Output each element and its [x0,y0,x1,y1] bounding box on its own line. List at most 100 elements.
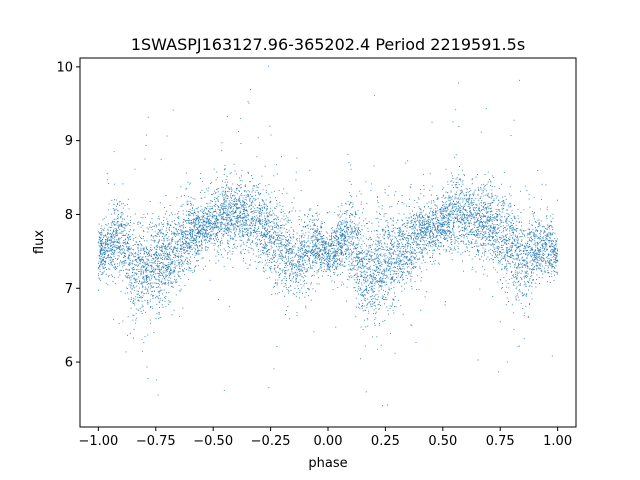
data-point [281,255,283,257]
data-point [479,223,481,225]
data-point [168,256,170,258]
data-point [205,236,207,237]
data-point [160,159,162,161]
data-point [335,231,337,233]
data-point [311,249,313,251]
data-point [515,236,517,238]
data-point [439,242,441,244]
data-point [537,249,539,251]
data-point [378,245,380,246]
data-point [189,232,191,234]
data-point [236,221,238,222]
data-point [503,235,505,237]
data-point [530,231,532,233]
data-point [204,224,206,226]
data-point [486,212,487,214]
data-point [501,247,503,249]
data-point [390,268,392,270]
data-point [383,281,384,283]
data-point [98,267,99,269]
data-point [116,224,118,226]
data-point [257,210,259,212]
data-point [419,230,421,232]
data-point [381,243,383,245]
data-point [243,217,245,218]
data-point [531,250,533,252]
data-point [222,219,224,221]
data-point [139,274,141,276]
data-point [435,227,437,229]
data-point [437,247,439,249]
data-point [440,232,441,234]
data-point [318,251,320,253]
data-point [488,231,490,233]
data-point [412,267,414,269]
data-point [379,323,380,325]
data-point [544,243,546,245]
data-point [469,226,470,228]
data-point [489,197,491,199]
data-point [511,226,513,228]
data-point [388,260,390,262]
data-point [387,294,389,296]
data-point [359,261,361,263]
data-point [267,222,269,224]
data-point [143,262,145,264]
data-point [367,275,369,277]
data-point [164,270,166,272]
data-point [256,207,258,209]
data-point [141,306,143,308]
data-point [162,262,164,264]
data-point [380,241,381,243]
data-point [128,233,129,235]
data-point [121,231,123,233]
data-point [136,254,138,256]
data-point [392,280,394,282]
data-point [103,257,105,259]
data-point [130,252,132,254]
data-point [232,251,234,253]
data-point [172,286,174,288]
data-point [315,247,317,249]
data-point [227,228,229,230]
data-point [205,265,206,267]
data-point [481,244,482,246]
data-point [155,278,157,280]
data-point [301,230,303,232]
data-point [273,368,275,370]
data-point [363,266,365,267]
data-point [427,227,429,228]
data-point [375,317,377,319]
data-point [229,214,231,216]
data-point [349,276,350,278]
data-point [152,295,154,297]
data-point [158,301,160,303]
data-point [159,274,161,276]
data-point [394,306,395,308]
data-point [176,224,178,226]
data-point [355,214,357,216]
data-point [102,245,103,247]
data-point [210,230,212,232]
data-point [361,276,363,278]
data-point [307,252,309,254]
data-point [316,262,318,264]
data-point [119,251,121,253]
data-point [104,254,106,255]
data-point [335,255,337,257]
data-point [188,239,190,240]
data-point [102,243,104,245]
data-point [543,230,545,232]
data-point [216,234,218,236]
data-point [448,195,450,197]
data-point [102,249,103,251]
data-point [285,256,287,258]
data-point [307,288,309,290]
data-point [361,307,363,309]
data-point [184,259,186,261]
data-point [497,241,499,243]
data-point [124,261,126,263]
data-point [528,282,530,283]
data-point [397,264,399,266]
data-point [517,258,519,260]
